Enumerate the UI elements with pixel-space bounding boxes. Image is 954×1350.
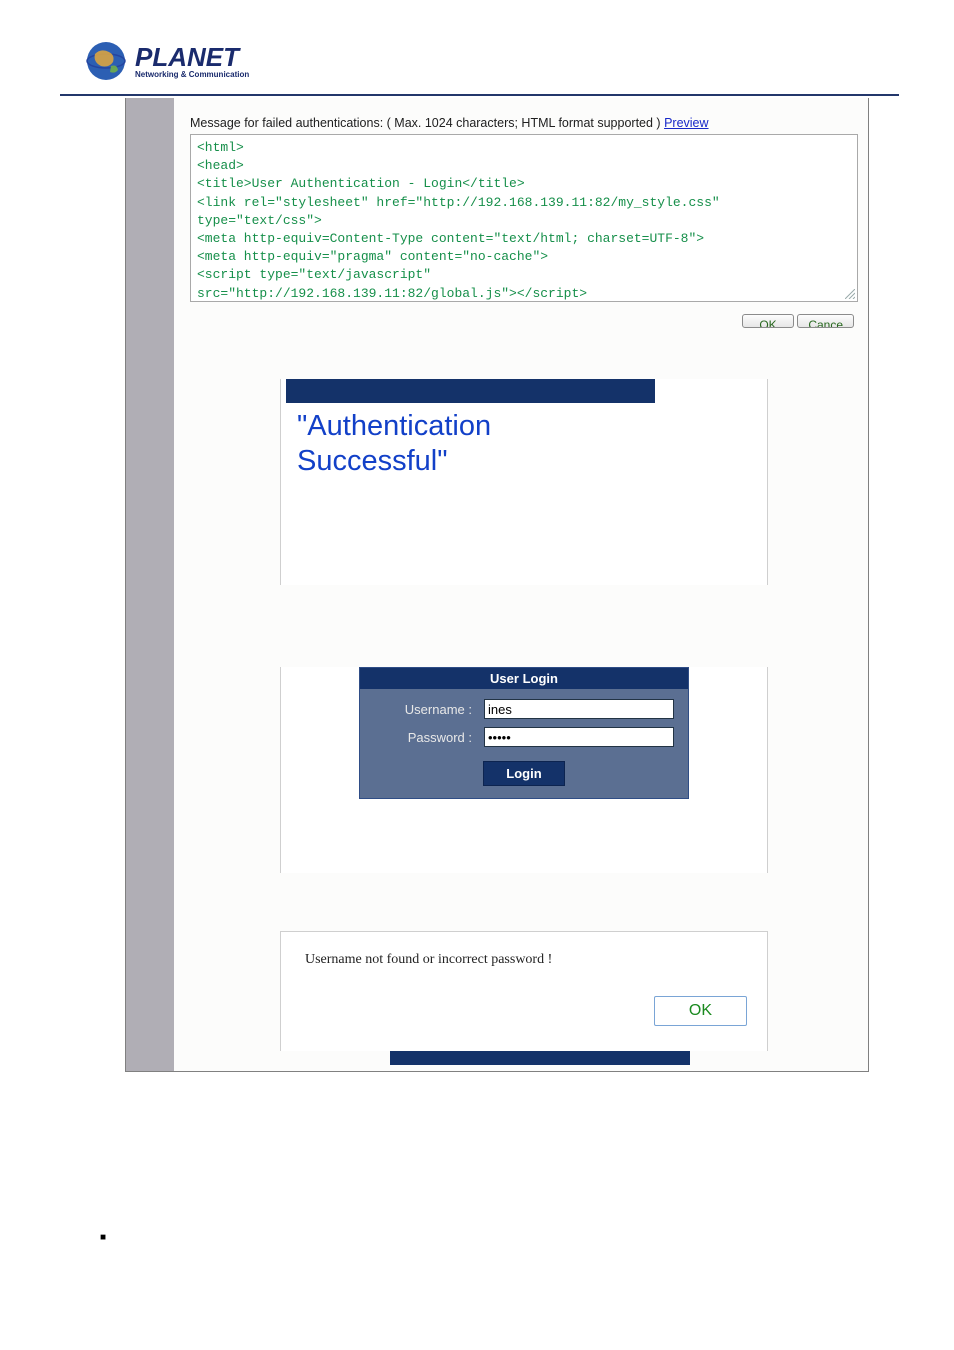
password-input[interactable]	[484, 727, 674, 747]
login-preview: User Login Username : Password : Login	[280, 667, 768, 873]
config-screenshot-panel: Message for failed authentications: ( Ma…	[125, 98, 869, 1072]
page-header: PLANET Networking & Communication	[0, 0, 954, 82]
username-input[interactable]	[484, 699, 674, 719]
config-label: Message for failed authentications: ( Ma…	[190, 116, 664, 130]
username-label: Username :	[374, 702, 484, 717]
login-button[interactable]: Login	[483, 761, 564, 786]
html-source-text: <html> <head> <title>User Authentication…	[197, 140, 720, 302]
globe-icon	[85, 40, 127, 82]
auth-success-preview: "AuthenticationSuccessful"	[280, 379, 768, 585]
html-source-textarea[interactable]: <html> <head> <title>User Authentication…	[190, 134, 858, 302]
svg-text:PLANET: PLANET	[135, 43, 241, 72]
nav-strip	[126, 98, 174, 1071]
content-pane: Message for failed authentications: ( Ma…	[174, 98, 868, 1071]
cancel-button[interactable]: Cance	[797, 314, 854, 328]
password-label: Password :	[374, 730, 484, 745]
error-message: Username not found or incorrect password…	[305, 952, 747, 968]
brand-tagline: Networking & Communication	[135, 71, 285, 79]
login-panel: User Login Username : Password : Login	[359, 667, 689, 799]
preview-link[interactable]: Preview	[664, 116, 708, 130]
preview-stack: "AuthenticationSuccessful" User Login Us…	[280, 379, 768, 1065]
login-title: User Login	[360, 668, 688, 689]
config-label-line: Message for failed authentications: ( Ma…	[190, 116, 858, 130]
brand-logo: PLANET Networking & Communication	[85, 40, 954, 82]
error-bottom-bar	[390, 1051, 690, 1065]
error-preview: Username not found or incorrect password…	[280, 931, 768, 1051]
config-button-row: OK Cance	[190, 302, 858, 329]
resize-handle-icon[interactable]	[845, 289, 855, 299]
ok-button[interactable]: OK	[742, 314, 793, 328]
header-divider	[60, 94, 899, 96]
bullet-icon: ■	[100, 1232, 106, 1243]
error-ok-button[interactable]: OK	[654, 996, 747, 1026]
auth-success-message: "AuthenticationSuccessful"	[281, 403, 767, 479]
brand-wordmark: PLANET	[135, 43, 285, 73]
auth-success-bar	[286, 379, 655, 403]
footer-line: ■	[100, 1232, 954, 1243]
